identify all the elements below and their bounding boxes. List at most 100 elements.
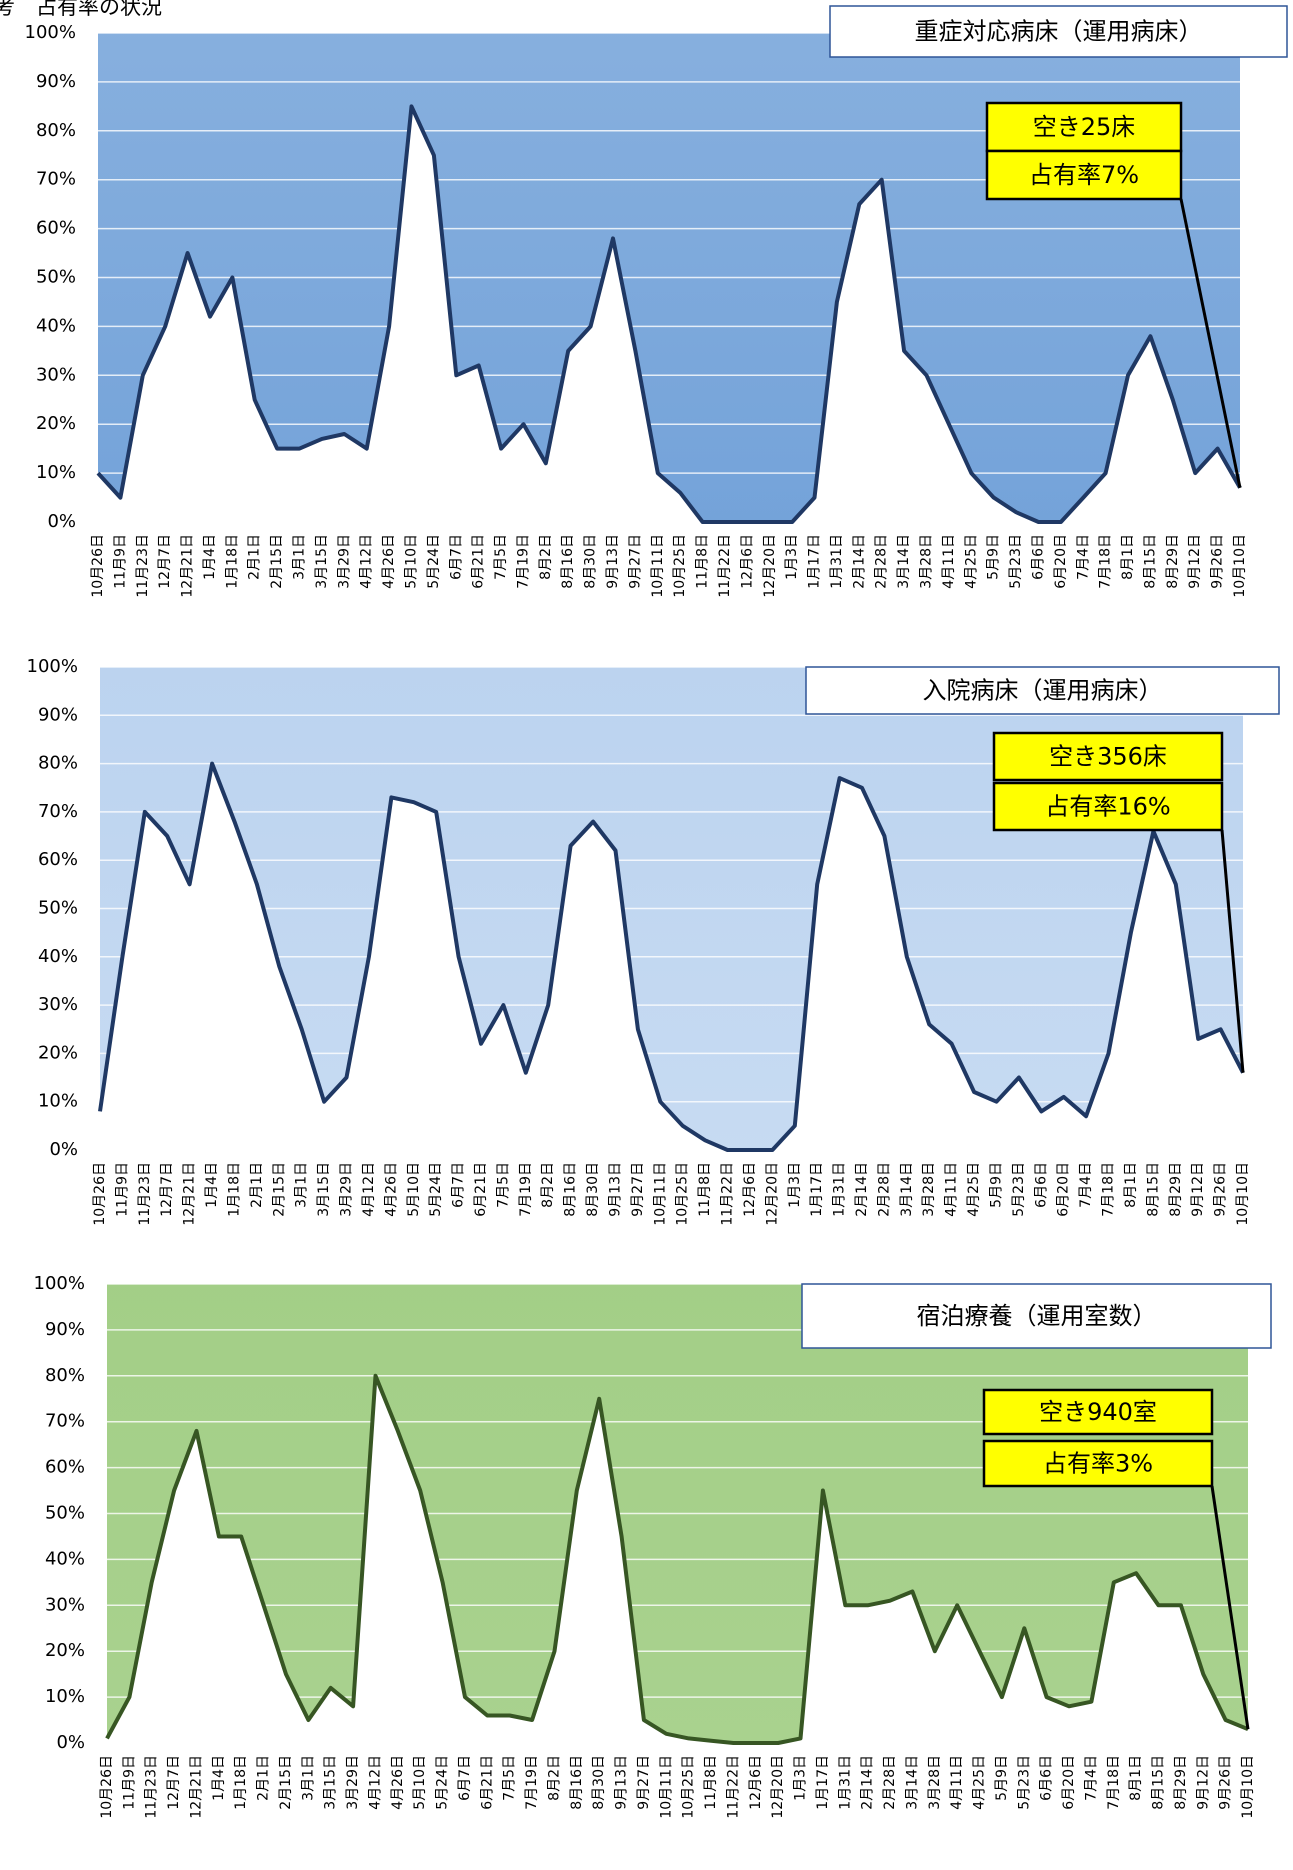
x-tick-label: 11月22日 (725, 1755, 741, 1819)
x-tick-label: 7月19日 (518, 1162, 534, 1217)
x-tick-label: 10月10日 (1240, 1755, 1256, 1819)
y-tick-label: 0% (56, 1732, 85, 1753)
x-tick-label: 2月28日 (874, 534, 890, 589)
x-tick-label: 11月9日 (114, 1162, 130, 1217)
x-tick-label: 8月15日 (1142, 534, 1158, 589)
x-tick-label: 9月12日 (1195, 1755, 1211, 1810)
y-tick-label: 80% (36, 120, 76, 141)
x-tick-label: 5月10日 (406, 1162, 422, 1217)
x-tick-label: 8月1日 (1128, 1755, 1144, 1801)
x-tick-label: 6月6日 (1039, 1755, 1055, 1801)
x-tick-label: 9月26日 (1213, 1162, 1229, 1217)
x-tick-label: 2月1日 (247, 534, 263, 580)
x-tick-label: 11月8日 (697, 1162, 713, 1217)
x-tick-label: 6月7日 (448, 534, 464, 580)
x-tick-label: 9月27日 (630, 1162, 646, 1217)
x-tick-label: 12月21日 (188, 1755, 204, 1819)
x-tick-label: 9月13日 (614, 1755, 630, 1810)
y-tick-label: 60% (36, 218, 76, 239)
x-tick-label: 4月12日 (359, 534, 375, 589)
x-tick-label: 2月28日 (882, 1755, 898, 1810)
x-tick-label: 9月26日 (1210, 534, 1226, 589)
x-tick-label: 12月6日 (748, 1755, 764, 1810)
y-tick-label: 0% (47, 511, 76, 532)
leader-line (1179, 198, 1242, 489)
x-tick-label: 3月15日 (323, 1755, 339, 1810)
y-tick-label: 70% (38, 801, 78, 822)
x-tick-label: 12月21日 (182, 1162, 198, 1226)
line (98, 761, 1245, 1152)
y-tick-label: 70% (36, 169, 76, 190)
x-tick-label: 4月25日 (972, 1755, 988, 1810)
x-tick-label: 12月6日 (742, 1162, 758, 1217)
x-tick-label: 12月7日 (166, 1755, 182, 1810)
x-tick-label: 6月21日 (479, 1755, 495, 1810)
x-tick-label: 11月23日 (144, 1755, 160, 1819)
page-title: 考 占有率の状況 (0, 0, 162, 19)
x-tick-label: 8月2日 (540, 1162, 556, 1208)
x-tick-label: 8月16日 (563, 1162, 579, 1217)
x-tick-label: 1月31日 (837, 1755, 853, 1810)
chart-title: 宿泊療養（運用室数） (917, 1302, 1157, 1330)
x-tick-label: 5月9日 (994, 1755, 1010, 1801)
area (107, 1375, 1248, 1743)
x-tick-label: 6月20日 (1061, 1755, 1077, 1810)
x-tick-label: 8月30日 (585, 1162, 601, 1217)
y-tick-label: 40% (38, 946, 78, 967)
x-tick-label: 10月11日 (652, 1162, 668, 1226)
x-tick-label: 1月4日 (211, 1755, 227, 1801)
x-tick-label: 8月29日 (1168, 1162, 1184, 1217)
y-tick-label: 40% (36, 315, 76, 336)
y-tick-label: 10% (38, 1091, 78, 1112)
x-tick-label: 9月26日 (1218, 1755, 1234, 1810)
x-tick-label: 12月20日 (770, 1755, 786, 1819)
x-tick-label: 10月25日 (681, 1755, 697, 1819)
x-tick-label: 12月21日 (180, 534, 196, 598)
x-tick-label: 8月29日 (1165, 534, 1181, 589)
x-tick-label: 3月1日 (292, 534, 308, 580)
y-tick-label: 30% (36, 364, 76, 385)
x-tick-label: 10月10日 (1232, 534, 1248, 598)
x-tick-label: 11月23日 (137, 1162, 153, 1226)
x-tick-label: 10月25日 (675, 1162, 691, 1226)
title-box (829, 5, 1288, 58)
y-tick-label: 10% (45, 1686, 85, 1707)
x-tick-label: 3月29日 (345, 1755, 361, 1810)
x-tick-label: 7月18日 (1106, 1755, 1122, 1810)
x-tick-label: 11月9日 (112, 534, 128, 589)
x-tick-label: 6月20日 (1056, 1162, 1072, 1217)
x-tick-label: 7月18日 (1101, 1162, 1117, 1217)
x-tick-label: 3月15日 (316, 1162, 332, 1217)
y-tick-label: 0% (49, 1139, 78, 1160)
x-tick-label: 10月26日 (90, 534, 106, 598)
x-tick-label: 8月15日 (1151, 1755, 1167, 1810)
annotation-box (982, 1439, 1214, 1488)
x-tick-label: 12月7日 (159, 1162, 175, 1217)
x-tick-label: 7月5日 (493, 534, 509, 580)
x-tick-label: 2月14日 (851, 534, 867, 589)
x-tick-label: 8月16日 (560, 534, 576, 589)
x-tick-label: 7月19日 (515, 534, 531, 589)
annotation: 空き940室 (1039, 1398, 1157, 1426)
annotation: 空き25床 (1033, 113, 1136, 141)
x-tick-label: 1月3日 (784, 534, 800, 580)
x-tick-label: 7月4日 (1083, 1755, 1099, 1801)
x-tick-label: 1月17日 (809, 1162, 825, 1217)
x-tick-label: 6月21日 (473, 1162, 489, 1217)
x-tick-label: 12月7日 (157, 534, 173, 589)
x-tick-label: 9月27日 (627, 534, 643, 589)
x-tick-label: 9月13日 (607, 1162, 623, 1217)
x-tick-label: 8月30日 (591, 1755, 607, 1810)
annotation-box (985, 149, 1183, 201)
x-tick-label: 7月4日 (1075, 534, 1091, 580)
x-tick-label: 8月1日 (1123, 1162, 1139, 1208)
x-tick-label: 6月6日 (1033, 1162, 1049, 1208)
x-tick-label: 8月2日 (546, 1755, 562, 1801)
line (105, 1373, 1249, 1745)
x-tick-label: 1月31日 (832, 1162, 848, 1217)
x-tick-label: 5月9日 (988, 1162, 1004, 1208)
y-tick-label: 30% (38, 994, 78, 1015)
annotation: 占有率3% (1043, 1450, 1153, 1478)
x-tick-label: 3月28日 (921, 1162, 937, 1217)
